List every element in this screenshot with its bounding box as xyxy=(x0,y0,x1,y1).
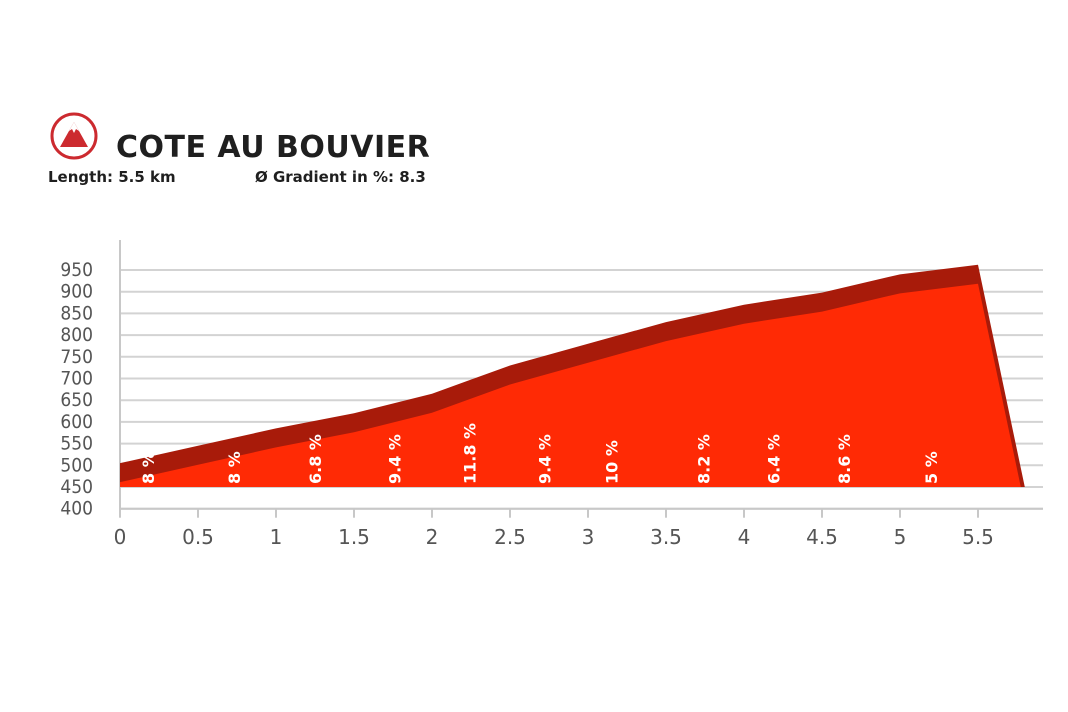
gradient-label: 11.8 % xyxy=(460,423,479,484)
x-tick-label: 2 xyxy=(426,525,439,549)
x-tick-label: 0 xyxy=(114,525,127,549)
profile-area xyxy=(120,283,1021,487)
length-stat: Length: 5.5 km xyxy=(48,168,176,186)
length-value: 5.5 km xyxy=(118,168,176,186)
x-tick-label: 1.5 xyxy=(338,525,370,549)
x-tick-label: 2.5 xyxy=(494,525,526,549)
x-tick-label: 1 xyxy=(270,525,283,549)
x-tick-label: 3.5 xyxy=(650,525,682,549)
x-tick-label: 5.5 xyxy=(962,525,994,549)
mountain-icon-snow xyxy=(69,122,79,133)
y-tick-label: 800 xyxy=(60,324,93,346)
y-tick-label: 450 xyxy=(60,476,93,498)
gradient-label: 6.8 % xyxy=(306,434,325,484)
gradient-stat: Ø Gradient in %: 8.3 xyxy=(255,168,426,186)
y-tick-label: 550 xyxy=(60,433,93,455)
y-tick-label: 700 xyxy=(60,368,93,390)
gradient-label: 8.2 % xyxy=(694,434,713,484)
gradient-label: 9.4 % xyxy=(535,434,554,484)
x-tick-label: 5 xyxy=(894,525,907,549)
x-tick-label: 0.5 xyxy=(182,525,214,549)
y-tick-label: 500 xyxy=(60,454,93,476)
y-tick-label: 650 xyxy=(60,389,93,411)
gradient-label: 8 % xyxy=(139,451,158,484)
y-tick-label: 850 xyxy=(60,302,93,324)
mountain-icon xyxy=(50,112,98,160)
x-tick-label: 3 xyxy=(582,525,595,549)
climb-title: COTE AU BOUVIER xyxy=(116,130,431,165)
y-tick-label: 950 xyxy=(60,259,93,281)
gradient-label: 8 % xyxy=(225,451,244,484)
y-tick-label: 750 xyxy=(60,346,93,368)
gradient-label: 5 % xyxy=(922,451,941,484)
y-tick-label: 900 xyxy=(60,281,93,303)
gradient-label: 10 % xyxy=(602,440,621,484)
gradient-label: 8.6 % xyxy=(835,434,854,484)
climb-header: COTE AU BOUVIER Length: 5.5 km Ø Gradien… xyxy=(48,112,648,192)
length-label: Length: xyxy=(48,168,113,186)
mountain-icon-peak xyxy=(60,122,88,147)
y-tick-label: 400 xyxy=(60,498,93,520)
gradient-value: 8.3 xyxy=(399,168,426,186)
mountain-icon-ring xyxy=(50,112,98,160)
x-tick-label: 4.5 xyxy=(806,525,838,549)
gradient-label: 9.4 % xyxy=(386,434,405,484)
gradient-label: Ø Gradient in %: xyxy=(255,168,394,186)
x-tick-label: 4 xyxy=(738,525,751,549)
y-tick-label: 600 xyxy=(60,411,93,433)
gradient-label: 6.4 % xyxy=(765,434,784,484)
